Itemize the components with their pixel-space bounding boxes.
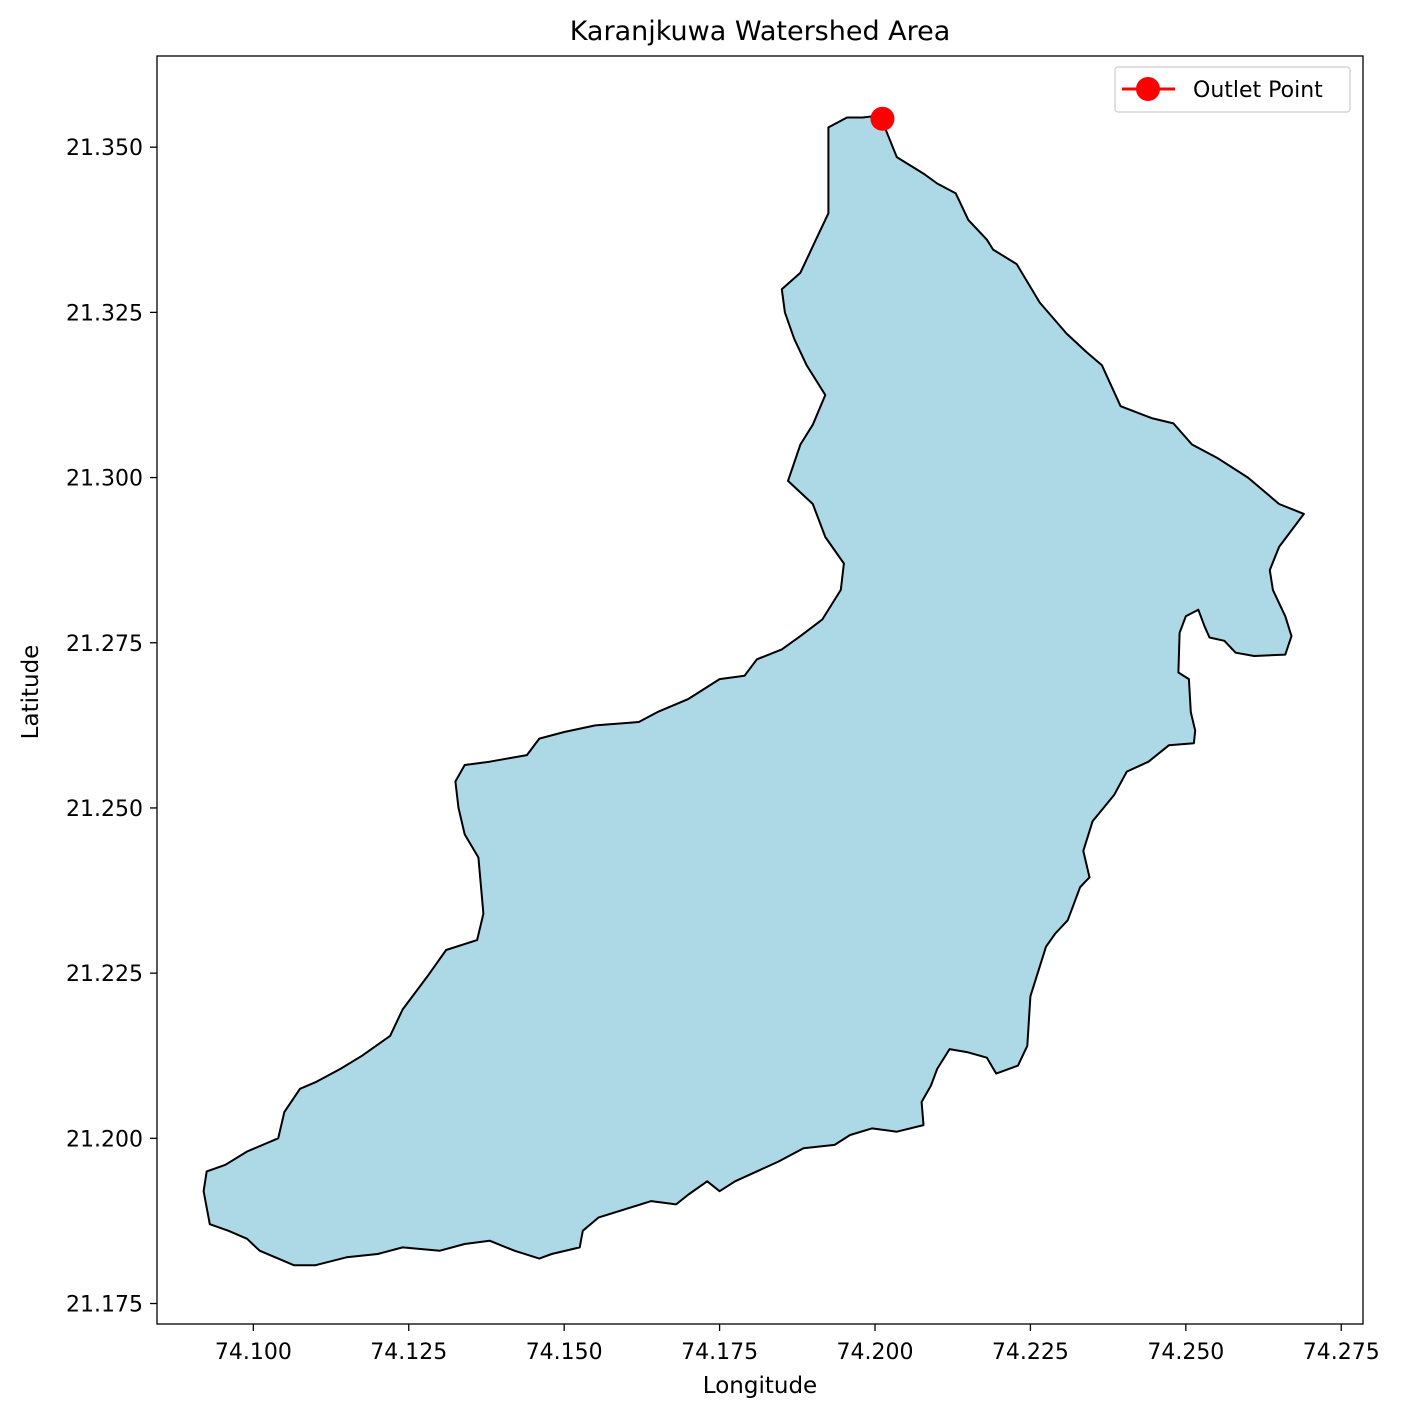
watershed-polygon: [202, 114, 1305, 1267]
x-tick-label: 74.150: [526, 1340, 603, 1365]
x-tick-label: 74.100: [215, 1340, 292, 1365]
y-tick-label: 21.275: [66, 632, 143, 657]
y-tick-label: 21.250: [66, 797, 143, 822]
y-tick-label: 21.300: [66, 467, 143, 492]
x-axis-ticks: 74.100 74.125 74.150 74.175 74.200 74.225 74.2…: [215, 1324, 1380, 1365]
x-tick-label: 74.125: [370, 1340, 447, 1365]
legend-box: [1114, 66, 1351, 113]
legend-marker-swatch: [1136, 77, 1160, 101]
x-tick-label: 74.225: [992, 1340, 1069, 1365]
y-tick-label: 21.225: [66, 962, 143, 987]
outlet-point-marker: [870, 106, 895, 131]
x-tick-label: 74.250: [1147, 1340, 1224, 1365]
plot-frame: [156, 55, 1364, 1325]
x-tick-label: 74.275: [1303, 1340, 1380, 1365]
y-axis-ticks: 21.175 21.200 21.225 21.250 21.275 21.300 21.3…: [66, 136, 157, 1318]
x-axis-label: Longitude: [703, 1373, 817, 1399]
legend-entry-outlet-point: Outlet Point: [1193, 78, 1323, 103]
y-axis-label: Latitude: [18, 645, 44, 740]
y-tick-label: 21.350: [66, 136, 143, 161]
outlet-point-marker-group: [870, 106, 895, 131]
x-tick-label: 74.175: [681, 1340, 758, 1365]
x-tick-label: 74.200: [837, 1340, 914, 1365]
y-tick-label: 21.175: [66, 1293, 143, 1318]
legend: Outlet Point: [1114, 66, 1351, 113]
y-tick-label: 21.325: [66, 301, 143, 326]
y-tick-label: 21.200: [66, 1127, 143, 1152]
chart-title: Karanjkuwa Watershed Area: [570, 16, 951, 47]
